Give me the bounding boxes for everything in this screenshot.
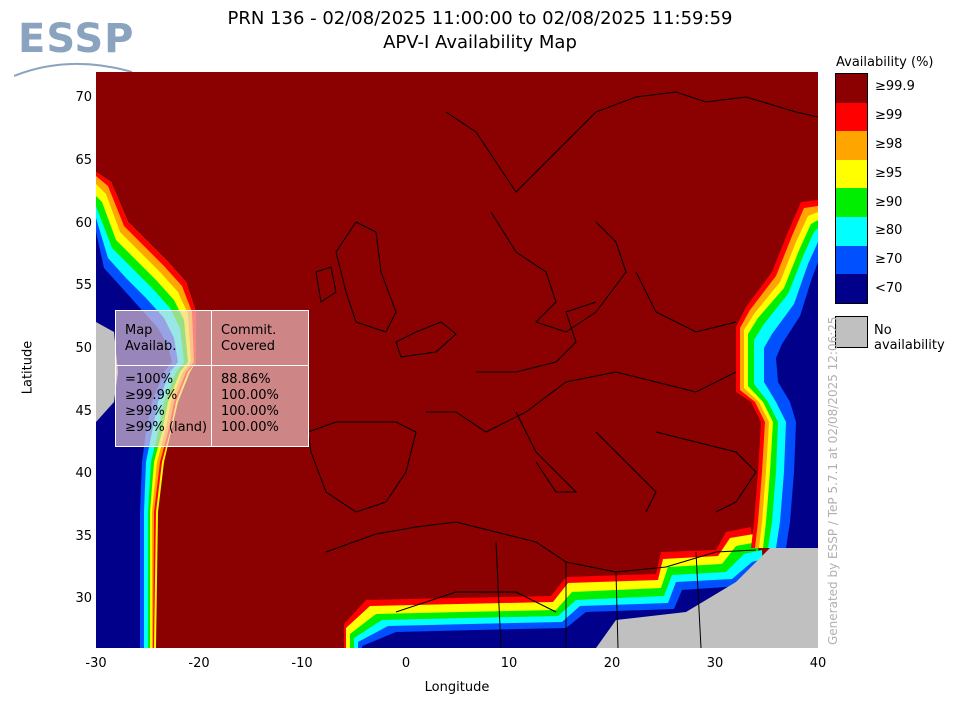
legend-swatch <box>836 274 867 303</box>
map-availab-header: Map Availab. <box>125 323 177 354</box>
legend-label: ≥95 <box>875 166 903 181</box>
threshold-labels: =100% ≥99.9% ≥99% ≥99% (land) <box>125 372 207 436</box>
logo-text: ESSP <box>18 16 135 62</box>
essp-logo: ESSP <box>14 14 134 84</box>
legend-swatch <box>836 245 867 275</box>
x-tick-label: 30 <box>706 656 724 671</box>
threshold-label: =100% <box>125 372 174 387</box>
coverage-value: 100.00% <box>221 388 279 403</box>
y-tick-label: 30 <box>75 591 92 606</box>
coastlines <box>307 91 818 648</box>
x-tick-label: 20 <box>603 656 621 671</box>
coverage-value: 100.00% <box>221 404 279 419</box>
legend-label: ≥90 <box>875 195 903 210</box>
legend-label: ≥98 <box>875 137 903 152</box>
x-axis-label: Longitude <box>424 680 490 695</box>
coverage-value: 88.86% <box>221 372 271 387</box>
legend-swatch <box>836 74 867 103</box>
no-availability-swatch <box>835 316 868 348</box>
legend-swatch <box>836 159 867 189</box>
x-tick-label: 10 <box>500 656 518 671</box>
legend-label: ≥80 <box>875 223 903 238</box>
coverage-value: 100.00% <box>221 420 279 435</box>
legend-swatch <box>836 131 867 160</box>
legend-swatch <box>836 188 867 217</box>
x-tick-label: 40 <box>809 656 827 671</box>
legend-swatch <box>836 216 867 246</box>
legend-swatch <box>836 102 867 132</box>
x-tick-label: -20 <box>188 656 210 671</box>
legend-title: Availability (%) <box>836 55 934 70</box>
coverage-values: 88.86% 100.00% 100.00% 100.00% <box>221 372 279 436</box>
logo-swoosh-icon <box>14 62 133 77</box>
availability-stats-table: Map Availab. Commit. Covered =100% ≥99.9… <box>115 310 309 447</box>
legend-colorbar <box>835 73 868 304</box>
threshold-label: ≥99% <box>125 404 165 419</box>
x-tick-label: 0 <box>401 656 411 671</box>
table-divider <box>116 365 308 366</box>
no-availability-label: No availability <box>874 323 945 353</box>
y-tick-label: 65 <box>75 153 92 168</box>
map-title: PRN 136 - 02/08/2025 11:00:00 to 02/08/2… <box>227 8 733 29</box>
legend-label: ≥99.9 <box>875 79 915 94</box>
commit-covered-header: Commit. Covered <box>221 323 277 354</box>
y-axis-label: Latitude <box>20 340 36 395</box>
south-coverage-edge <box>344 502 818 648</box>
legend-label: <70 <box>875 281 903 296</box>
x-tick-label: -10 <box>291 656 313 671</box>
y-tick-label: 40 <box>75 466 92 481</box>
legend-label: ≥99 <box>875 108 903 123</box>
legend-label: ≥70 <box>875 252 903 267</box>
y-tick-label: 35 <box>75 529 92 544</box>
east-coverage-edge <box>736 200 818 548</box>
map-subtitle: APV-I Availability Map <box>383 32 577 53</box>
x-tick-label: -30 <box>85 656 107 671</box>
threshold-label: ≥99% (land) <box>125 420 208 435</box>
y-tick-label: 60 <box>75 216 92 231</box>
y-tick-label: 45 <box>75 404 92 419</box>
y-tick-label: 70 <box>75 90 92 105</box>
threshold-label: ≥99.9% <box>125 388 178 403</box>
y-tick-label: 55 <box>75 278 92 293</box>
generated-credit: Generated by ESSP / TeP 5.7.1 at 02/08/2… <box>826 316 840 645</box>
y-tick-label: 50 <box>75 341 92 356</box>
table-divider <box>211 311 212 446</box>
